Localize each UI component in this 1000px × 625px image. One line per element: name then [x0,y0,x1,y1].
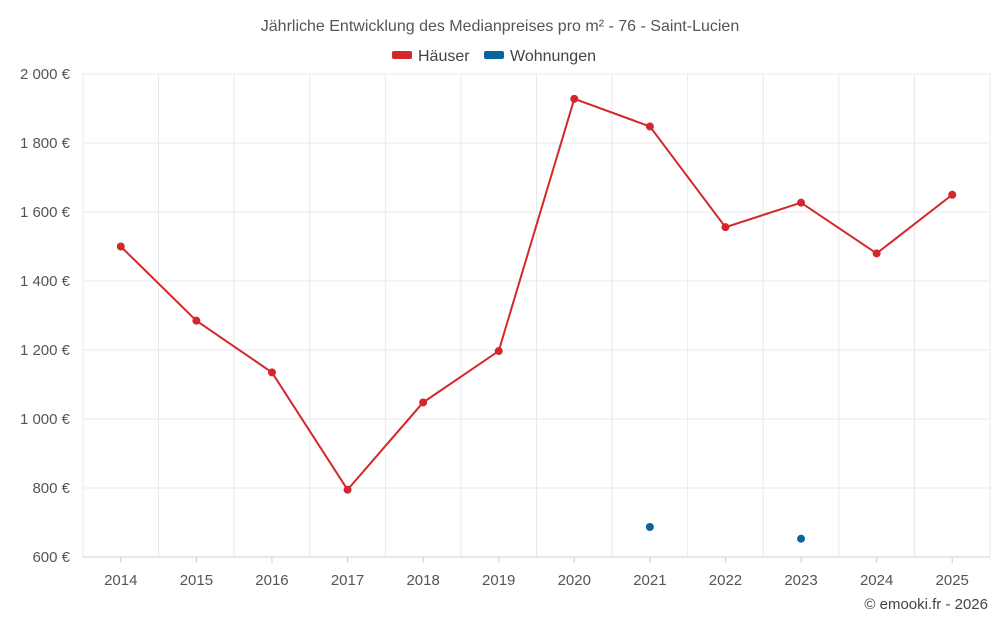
chart-title: Jährliche Entwicklung des Medianpreises … [261,18,739,35]
x-tick-label: 2015 [180,572,213,589]
x-tick-label: 2020 [558,572,591,589]
y-tick-label: 800 € [32,480,70,497]
x-tick-label: 2014 [104,572,137,589]
x-tick-label: 2023 [784,572,817,589]
legend-label-wohnungen: Wohnungen [510,48,596,65]
y-tick-label: 1 600 € [20,204,71,221]
data-point[interactable] [645,122,654,131]
x-tick-label: 2019 [482,572,515,589]
y-axis: 600 € 800 € 1 000 € 1 200 € 1 400 € 1 600 € 1 … [20,66,71,566]
x-tick-label: 2018 [406,572,439,589]
legend-swatch-wohnungen [484,51,504,59]
x-tick-label: 2016 [255,572,288,589]
x-tick-label: 2025 [936,572,969,589]
y-tick-label: 2 000 € [20,66,71,83]
data-point[interactable] [797,198,806,207]
data-point[interactable] [645,522,654,531]
data-point[interactable] [343,485,352,494]
legend: Häuser Wohnungen [392,48,596,65]
data-point[interactable] [419,398,428,407]
data-point[interactable] [494,347,503,356]
legend-label-haeuser: Häuser [418,48,470,65]
data-point[interactable] [797,534,806,543]
y-tick-label: 1 400 € [20,273,71,290]
y-tick-label: 1 200 € [20,342,71,359]
series-1 [645,522,806,543]
x-tick-label: 2022 [709,572,742,589]
series [116,94,957,543]
x-axis: 2014 2015 2016 2017 2018 2019 2020 2021 2022 2023… [83,556,990,589]
x-tick-label: 2017 [331,572,364,589]
x-tick-label: 2021 [633,572,666,589]
y-tick-label: 1 000 € [20,411,71,428]
series-0 [116,94,957,494]
credit: © emooki.fr - 2026 [864,596,988,613]
data-point[interactable] [948,190,957,199]
data-point[interactable] [192,316,201,325]
grid [82,73,991,558]
data-point[interactable] [570,94,579,103]
legend-swatch-haeuser [392,51,412,59]
data-point[interactable] [872,249,881,258]
y-tick-label: 600 € [32,549,70,566]
x-tick-label: 2024 [860,572,893,589]
y-tick-label: 1 800 € [20,135,71,152]
data-point[interactable] [721,223,730,232]
series-line-0 [120,97,953,492]
data-point[interactable] [267,368,276,377]
data-point[interactable] [116,242,125,251]
